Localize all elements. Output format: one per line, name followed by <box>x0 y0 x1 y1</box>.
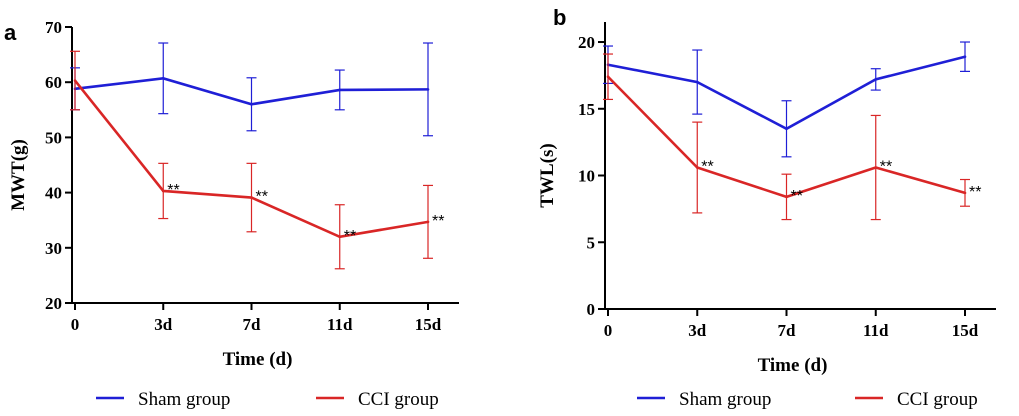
data-point <box>785 195 788 199</box>
data-point <box>338 235 342 239</box>
y-axis-title: TWL(s) <box>537 143 558 207</box>
series-cci: ** ** ** ** <box>603 53 981 221</box>
y-tick-label: 20 <box>45 294 62 313</box>
data-point <box>874 166 878 169</box>
data-point <box>161 189 165 193</box>
y-tick-label: 60 <box>45 73 62 92</box>
data-point <box>874 78 878 81</box>
data-point <box>963 55 967 59</box>
data-point <box>338 88 342 92</box>
y-tick-label: 10 <box>578 167 595 186</box>
series-cci: ** ** ** ** <box>70 50 444 270</box>
significance-label: ** <box>344 228 356 245</box>
significance-label: ** <box>969 184 981 201</box>
legend: Sham group CCI group <box>96 389 439 410</box>
data-point <box>695 80 699 84</box>
x-tick-label: 7d <box>778 321 797 340</box>
y-tick-label: 0 <box>587 300 596 319</box>
x-tick-label: 11d <box>863 321 889 340</box>
data-point <box>695 166 699 169</box>
panel-letter: a <box>4 20 17 45</box>
data-point <box>426 220 430 224</box>
x-tick-label: 3d <box>154 315 173 334</box>
legend-label: CCI group <box>897 389 978 410</box>
x-tick-label: 11d <box>327 315 353 334</box>
x-tick-label: 3d <box>688 321 707 340</box>
legend-label: Sham group <box>679 389 771 410</box>
significance-label: ** <box>880 159 892 176</box>
data-point <box>963 191 967 195</box>
data-point <box>73 79 77 82</box>
significance-label: ** <box>167 182 179 199</box>
y-tick-label: 5 <box>587 233 596 252</box>
chart-panel-a: a 20 30 40 50 60 70 0 3d 7d 11d 15d Time (d) MWT(g) **… <box>4 18 459 410</box>
x-tick-label: 15d <box>415 315 442 334</box>
data-point <box>161 77 165 80</box>
x-axis-title: Time (d) <box>758 355 828 376</box>
data-point <box>426 88 430 91</box>
x-tick-label: 0 <box>71 315 80 334</box>
x-tick-label: 0 <box>604 321 613 340</box>
legend-label: CCI group <box>358 389 439 410</box>
legend-label: Sham group <box>138 389 230 410</box>
x-tick-label: 15d <box>952 321 979 340</box>
x-tick-label: 7d <box>243 315 262 334</box>
significance-label: ** <box>701 159 713 176</box>
y-axis-title: MWT(g) <box>8 139 29 211</box>
y-tick-label: 50 <box>45 128 62 147</box>
series-sham <box>70 42 433 137</box>
y-tick-label: 40 <box>45 184 62 203</box>
x-axis-title: Time (d) <box>223 349 293 370</box>
data-point <box>250 196 253 199</box>
data-point <box>606 75 610 79</box>
legend: Sham group CCI group <box>637 389 978 410</box>
y-tick-label: 30 <box>45 239 62 258</box>
y-tick-label: 70 <box>45 18 62 37</box>
significance-label: ** <box>791 188 803 205</box>
significance-label: ** <box>432 213 444 230</box>
significance-label: ** <box>256 189 268 206</box>
series-sham <box>603 41 970 158</box>
panel-letter: b <box>553 5 566 30</box>
data-point <box>250 102 253 106</box>
data-point <box>785 127 788 131</box>
y-tick-label: 15 <box>578 100 595 119</box>
y-tick-label: 20 <box>578 33 595 52</box>
